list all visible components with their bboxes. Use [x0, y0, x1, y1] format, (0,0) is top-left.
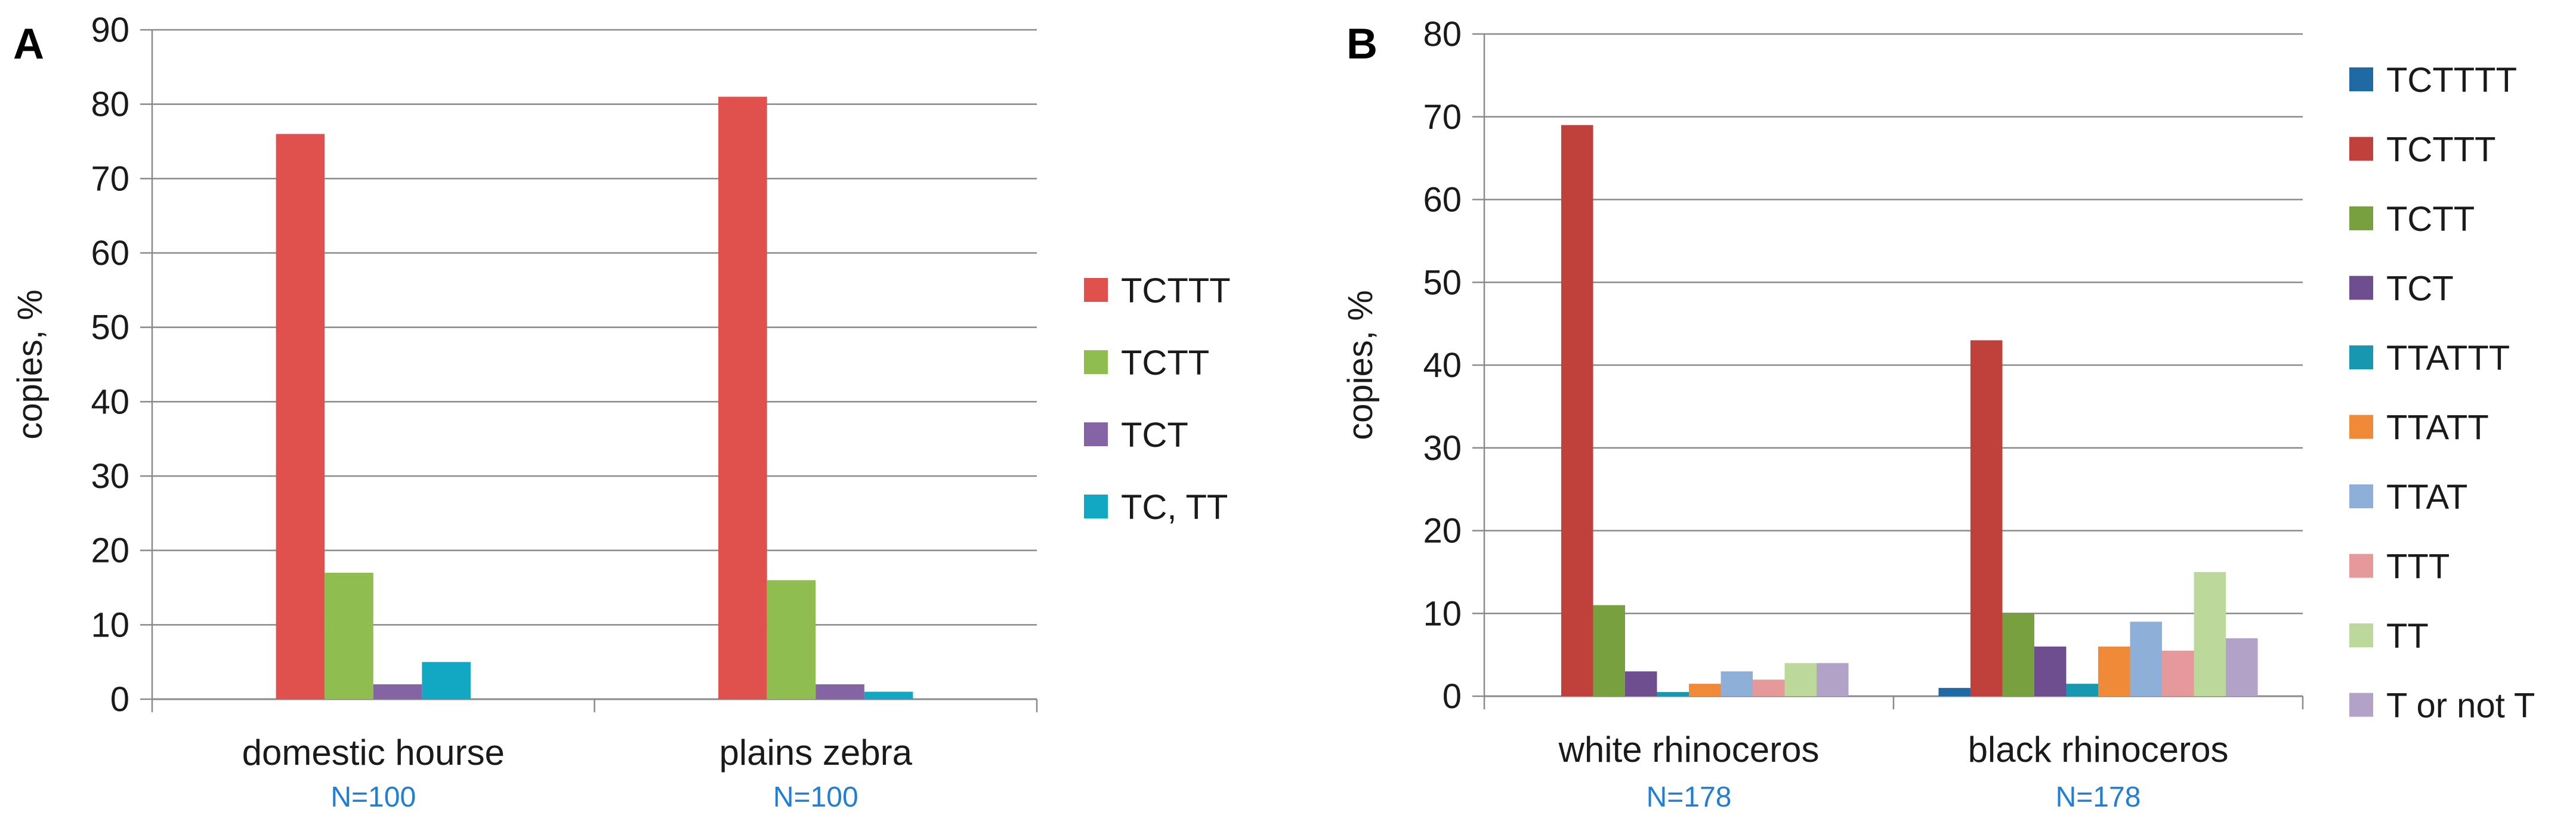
sample-size-label: N=178 [2056, 782, 2141, 813]
sample-size-label: N=100 [773, 782, 858, 813]
legend-label: TC, TT [1121, 488, 1228, 527]
bar-ttt-white-rhinoceros [1753, 679, 1785, 696]
legend-label: TTATT [2386, 409, 2489, 447]
legend-label: TTATTT [2386, 339, 2510, 378]
y-tick-label: 10 [1423, 594, 1462, 633]
legend-swatch [2349, 623, 2373, 647]
legend-swatch [2349, 137, 2373, 161]
legend-label: TCT [1121, 416, 1188, 455]
y-tick-label: 80 [1423, 15, 1462, 54]
bar-tctt-white-rhinoceros [1593, 605, 1625, 696]
bar-tct-white-rhinoceros [1624, 671, 1657, 696]
bar-tctttt-black-rhinoceros [1938, 688, 1970, 696]
bar-tctt-black-rhinoceros [2002, 613, 2034, 696]
panel-label: A [13, 20, 44, 68]
legend-swatch [1084, 350, 1108, 374]
bar-tcttt-black-rhinoceros [1970, 340, 2003, 696]
legend-label: TCTTT [1121, 271, 1231, 310]
bar-tctt-domestic-hourse [325, 573, 373, 699]
legend-swatch [2349, 693, 2373, 717]
y-tick-label: 10 [91, 606, 129, 644]
chart-panel-a: 0 10 20 30 40 50 60 70 80 90 domestic hourse N=100 p… [11, 11, 1231, 813]
bar-tct-domestic-hourse [373, 684, 422, 699]
bar-tc-tt-domestic-hourse [422, 662, 471, 699]
y-tick-label: 90 [91, 11, 129, 50]
legend-swatch [2349, 415, 2373, 439]
x-category-label: white rhinoceros [1558, 730, 1820, 770]
legend-swatch [2349, 206, 2373, 230]
legend-swatch [2349, 276, 2373, 300]
y-tick-label: 40 [1423, 346, 1462, 385]
y-tick-label: 20 [91, 532, 129, 570]
legend-label: TCT [2386, 270, 2454, 308]
x-category-label: domestic hourse [242, 733, 505, 773]
bar-ttat-black-rhinoceros [2130, 622, 2163, 696]
bar-tcttt-domestic-hourse [276, 134, 325, 700]
legend-swatch [2349, 554, 2373, 578]
panel-label: B [1346, 20, 1377, 68]
bar-tct-plains-zebra [816, 684, 864, 699]
legend-label: TT [2386, 617, 2429, 656]
bar-tc-tt-plains-zebra [864, 691, 913, 699]
y-tick-label: 0 [1443, 677, 1462, 716]
x-category-label: black rhinoceros [1968, 730, 2229, 770]
bar-tctt-plains-zebra [767, 580, 816, 699]
bar-ttatt-white-rhinoceros [1689, 684, 1721, 696]
bar-ttattt-white-rhinoceros [1657, 692, 1689, 696]
bar-tt-black-rhinoceros [2194, 572, 2226, 696]
y-tick-label: 50 [1423, 263, 1462, 302]
y-tick-label: 50 [91, 308, 129, 347]
bar-ttat-white-rhinoceros [1721, 671, 1753, 696]
legend-swatch [1084, 495, 1108, 518]
y-tick-label: 70 [1423, 98, 1462, 137]
legend-label: TCTTT [2386, 131, 2496, 169]
bar-tct-black-rhinoceros [2034, 646, 2067, 696]
bar-t-or-not-t-black-rhinoceros [2226, 638, 2258, 696]
bar-tt-white-rhinoceros [1784, 663, 1817, 696]
y-tick-label: 80 [91, 85, 129, 124]
sample-size-label: N=178 [1647, 782, 1732, 813]
bar-ttatt-black-rhinoceros [2098, 646, 2130, 696]
y-tick-label: 60 [91, 234, 129, 273]
legend-label: TTAT [2386, 478, 2467, 517]
y-tick-label: 40 [91, 382, 129, 421]
bar-tcttt-plains-zebra [718, 97, 767, 699]
bar-ttattt-black-rhinoceros [2066, 684, 2098, 696]
y-tick-label: 60 [1423, 181, 1462, 220]
legend-swatch [1084, 422, 1108, 446]
legend-swatch [2349, 345, 2373, 369]
bar-t-or-not-t-white-rhinoceros [1817, 663, 1849, 696]
legend-swatch [2349, 67, 2373, 91]
y-tick-label: 0 [110, 680, 129, 719]
legend-label: TCTT [2386, 200, 2475, 239]
legend: TCTTTTTCTTTTCTTTCTTTATTTTTATTTTATTTTTTT … [2349, 61, 2535, 725]
legend: TCTTT TCTT TCT TC, TT [1084, 271, 1231, 527]
y-tick-label: 30 [91, 457, 129, 496]
y-tick-label: 30 [1423, 429, 1462, 468]
legend-label: TCTTTT [2386, 61, 2517, 100]
legend-label: TTT [2386, 548, 2450, 586]
y-axis-label: copies, % [11, 289, 50, 439]
chart-panel-b: 0 10 20 30 40 50 60 70 80 white rhinoceros N=178 bl… [1341, 15, 2535, 813]
legend-swatch [2349, 484, 2373, 508]
legend-swatch [1084, 278, 1108, 302]
sample-size-label: N=100 [331, 782, 416, 813]
bar-tcttt-white-rhinoceros [1561, 125, 1593, 696]
y-axis-label: copies, % [1341, 290, 1380, 440]
y-tick-label: 70 [91, 159, 129, 198]
legend-label: T or not T [2386, 687, 2535, 725]
bar-ttt-black-rhinoceros [2162, 650, 2194, 696]
legend-label: TCTT [1121, 344, 1209, 382]
y-tick-label: 20 [1423, 512, 1462, 551]
x-category-label: plains zebra [719, 733, 912, 773]
